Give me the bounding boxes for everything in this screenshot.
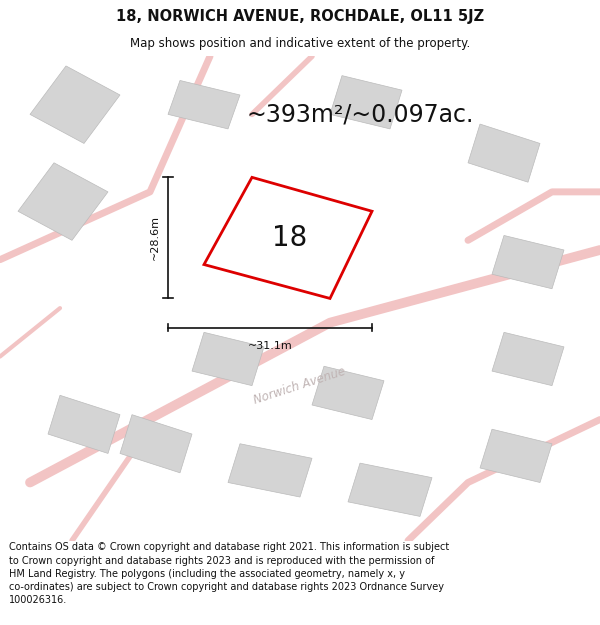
Polygon shape (492, 236, 564, 289)
Polygon shape (120, 415, 192, 472)
Text: Norwich Avenue: Norwich Avenue (253, 364, 347, 407)
Text: ~31.1m: ~31.1m (248, 341, 292, 351)
Polygon shape (48, 396, 120, 454)
Polygon shape (480, 429, 552, 483)
Polygon shape (348, 463, 432, 516)
Text: ~28.6m: ~28.6m (150, 216, 160, 261)
Polygon shape (18, 162, 108, 240)
Polygon shape (228, 444, 312, 497)
Polygon shape (468, 124, 540, 182)
Text: 18, NORWICH AVENUE, ROCHDALE, OL11 5JZ: 18, NORWICH AVENUE, ROCHDALE, OL11 5JZ (116, 9, 484, 24)
Text: Map shows position and indicative extent of the property.: Map shows position and indicative extent… (130, 38, 470, 51)
Text: Contains OS data © Crown copyright and database right 2021. This information is : Contains OS data © Crown copyright and d… (9, 542, 449, 605)
Polygon shape (192, 332, 264, 386)
Text: ~393m²/~0.097ac.: ~393m²/~0.097ac. (247, 102, 473, 126)
Polygon shape (492, 332, 564, 386)
Polygon shape (312, 366, 384, 419)
Polygon shape (330, 76, 402, 129)
Text: 18: 18 (272, 224, 307, 252)
Polygon shape (168, 81, 240, 129)
Polygon shape (30, 66, 120, 143)
